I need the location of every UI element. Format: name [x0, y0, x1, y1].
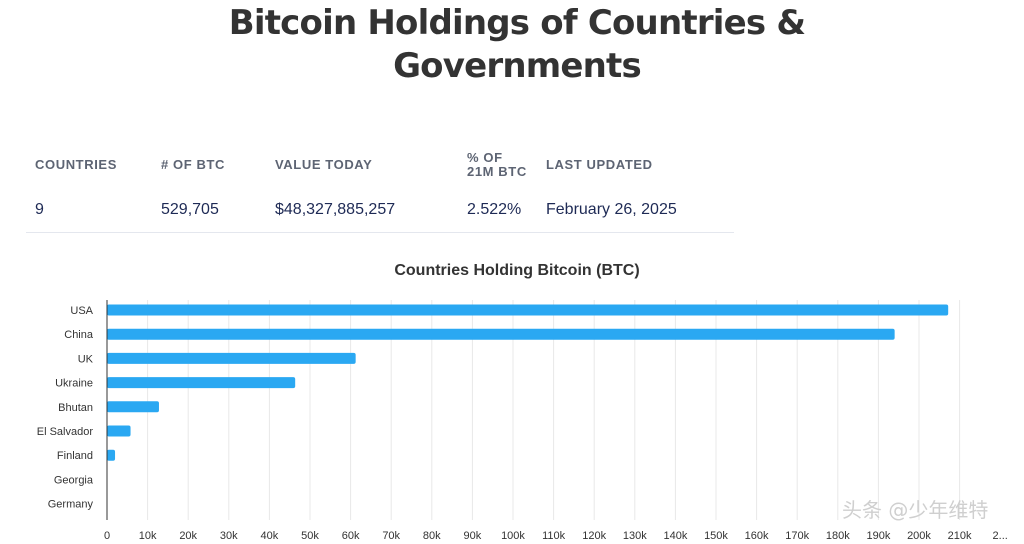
x-tick-label: 10k [139, 530, 157, 542]
x-tick-label: 50k [301, 530, 319, 542]
category-label: USA [70, 305, 93, 317]
stat-countries-label: COUNTRIES [35, 157, 117, 172]
x-tick-label: 2... [993, 530, 1008, 542]
x-tick-label: 140k [663, 530, 687, 542]
x-tick-label: 40k [261, 530, 279, 542]
category-label: El Salvador [37, 426, 94, 438]
bar-ukraine [107, 377, 296, 389]
bar-el-salvador [107, 425, 131, 437]
x-tick-label: 30k [220, 530, 238, 542]
x-tick-label: 200k [907, 530, 931, 542]
x-tick-label: 120k [582, 530, 606, 542]
x-tick-label: 80k [423, 530, 441, 542]
page-title-line-2: Governments [393, 46, 642, 86]
category-label: Georgia [54, 474, 94, 486]
stat-last-updated-label: LAST UPDATED [546, 157, 653, 172]
x-tick-label: 170k [785, 530, 809, 542]
page-title: Bitcoin Holdings of Countries & Governme… [0, 2, 1024, 88]
x-axis-labels: 0 10k 20k 30k 40k 50k 60k 70k 80k 90k 100k 110k 120k… [104, 530, 1008, 542]
category-label: China [64, 329, 94, 341]
x-tick-label: 210k [948, 530, 972, 542]
x-tick-label: 20k [179, 530, 197, 542]
x-tick-label: 190k [866, 530, 890, 542]
page-title-line-1: Bitcoin Holdings of Countries & [228, 3, 806, 43]
stat-value-today-label: VALUE TODAY [275, 157, 373, 172]
stat-percent-label: % OF 21M BTC [467, 151, 527, 179]
x-tick-label: 150k [704, 530, 728, 542]
bar-chart: USA China UK Ukraine Bhutan El Salvador Finlan… [37, 300, 1008, 542]
x-tick-label: 160k [745, 530, 769, 542]
watermark: 头条 @少年维特 [842, 498, 989, 522]
category-label: UK [78, 353, 94, 365]
x-tick-label: 60k [342, 530, 360, 542]
stats-table: COUNTRIES 9 # OF BTC 529,705 VALUE TODAY… [26, 140, 734, 233]
x-tick-label: 180k [826, 530, 850, 542]
bar-uk [107, 352, 356, 364]
stat-percent-label-line-1: % OF [467, 150, 503, 165]
stat-value-today-value: $48,327,885,257 [275, 201, 396, 218]
x-tick-label: 130k [623, 530, 647, 542]
stat-btc-label: # OF BTC [161, 157, 226, 172]
stat-btc-value: 529,705 [161, 201, 219, 218]
category-label: Bhutan [58, 402, 93, 414]
bars [107, 304, 949, 485]
x-tick-label: 110k [542, 530, 566, 542]
category-label: Germany [48, 499, 94, 511]
bar-bhutan [107, 401, 159, 413]
chart-title: Countries Holding Bitcoin (BTC) [394, 262, 640, 279]
x-tick-label: 70k [382, 530, 400, 542]
stat-percent-value: 2.522% [467, 201, 522, 218]
stat-countries-value: 9 [35, 201, 44, 218]
stat-percent-label-line-2: 21M BTC [467, 164, 527, 179]
x-tick-label: 90k [464, 530, 482, 542]
bar-usa [107, 304, 949, 316]
bar-china [107, 328, 895, 340]
category-label: Finland [57, 450, 93, 462]
x-tick-label: 100k [501, 530, 525, 542]
stat-last-updated-value: February 26, 2025 [546, 201, 677, 218]
x-tick-label: 0 [104, 530, 110, 542]
y-axis-labels: USA China UK Ukraine Bhutan El Salvador Finlan… [37, 305, 94, 511]
bar-finland [107, 449, 116, 461]
category-label: Ukraine [55, 378, 93, 390]
